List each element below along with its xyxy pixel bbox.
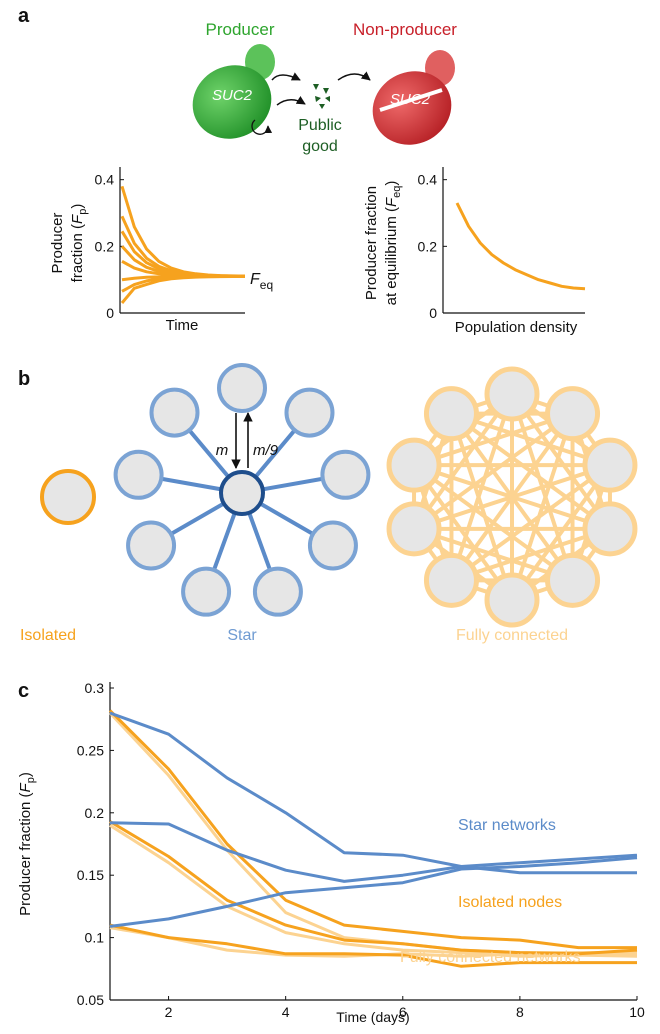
star-leaf <box>116 452 162 498</box>
full-node <box>585 440 635 490</box>
x-tick-label: 8 <box>516 1004 524 1020</box>
data-line <box>110 711 637 948</box>
data-line <box>110 822 637 954</box>
star-leaf <box>255 569 301 615</box>
x-tick-label: 10 <box>629 1004 645 1020</box>
label-part: eq <box>260 278 273 292</box>
data-line <box>457 203 585 289</box>
y-tick-label: 0.4 <box>418 172 438 188</box>
public-good-label: good <box>302 138 338 155</box>
full-node <box>426 555 476 605</box>
arrow <box>277 100 305 105</box>
y-tick-label: 0.05 <box>77 992 104 1008</box>
network-label: Fully connected <box>456 627 568 644</box>
data-line <box>110 825 637 956</box>
public-good <box>313 84 330 109</box>
y-tick-label: 0 <box>106 305 114 321</box>
y-axis-label: Producer fraction (Fp) <box>17 772 37 916</box>
panel-label: c <box>18 680 29 702</box>
full-node <box>389 440 439 490</box>
y-tick-label: 0.4 <box>95 172 115 188</box>
arrow <box>272 75 300 80</box>
full-node <box>487 575 537 625</box>
series-annotation: Star networks <box>458 817 556 834</box>
star-leaf <box>219 365 265 411</box>
star-leaf <box>286 390 332 436</box>
label-part: ) <box>69 204 86 209</box>
star-leaf <box>128 523 174 569</box>
x-axis-label: Time <box>166 317 199 334</box>
network-diagram: m m/9 <box>42 365 635 625</box>
label-part: ) <box>17 772 34 777</box>
annotation: Feq <box>250 271 273 292</box>
data-line <box>122 276 245 303</box>
y-tick-label: 0.2 <box>418 238 438 254</box>
y-tick-label: 0.1 <box>85 930 105 946</box>
y-axis-label: at equilibrium (Feq) <box>383 181 403 306</box>
star-leaf <box>152 390 198 436</box>
y-tick-label: 0.2 <box>85 805 105 821</box>
public-good-label: Public <box>298 117 342 134</box>
star-leaf <box>310 523 356 569</box>
x-tick-label: 4 <box>282 1004 290 1020</box>
x-tick-label: 2 <box>165 1004 173 1020</box>
star-leaf <box>183 569 229 615</box>
y-axis-label: Producer fraction <box>363 186 380 300</box>
label-part: eq <box>391 186 403 198</box>
cell-diagram: Producer Non-producer SUC2 SUC2 Public g… <box>181 20 464 158</box>
figure: a b c Producer Non-producer SUC2 SUC2 Pu… <box>0 0 660 1029</box>
data-line <box>110 858 637 927</box>
y-tick-label: 0.2 <box>95 238 115 254</box>
y-tick-label: 0 <box>429 305 437 321</box>
network-label: Star <box>227 627 257 644</box>
full-node <box>389 504 439 554</box>
rate-label: m/9 <box>253 442 279 459</box>
network-label: Isolated <box>20 627 76 644</box>
y-axis-label: Producer <box>49 213 66 274</box>
label-part: Producer fraction ( <box>17 792 34 915</box>
label-part: fraction ( <box>69 224 86 282</box>
data-line <box>122 216 245 276</box>
label-part: ) <box>383 181 400 186</box>
star-leaf <box>322 452 368 498</box>
rate-label: m <box>216 442 229 459</box>
y-tick-label: 0.3 <box>85 680 105 696</box>
star-hub <box>221 472 263 514</box>
panel-label: b <box>18 368 30 390</box>
series-annotation: Fully connected networks <box>400 949 581 966</box>
full-node <box>548 389 598 439</box>
x-axis-label: Population density <box>455 319 578 336</box>
label-part: at equilibrium ( <box>383 207 400 305</box>
non-producer-label: Non-producer <box>353 20 457 39</box>
isolated-node <box>42 471 94 523</box>
y-tick-label: 0.25 <box>77 742 104 758</box>
full-node <box>426 389 476 439</box>
full-node <box>585 504 635 554</box>
y-axis-label: fraction (Fp) <box>69 204 89 283</box>
y-tick-label: 0.15 <box>77 867 104 883</box>
x-tick-label: 6 <box>399 1004 407 1020</box>
producer-label: Producer <box>206 20 275 39</box>
panel-label: a <box>18 5 30 27</box>
full-node <box>487 369 537 419</box>
full-node <box>548 555 598 605</box>
gene-label: SUC2 <box>212 87 253 104</box>
series-annotation: Isolated nodes <box>458 894 562 911</box>
arrow <box>338 74 370 80</box>
